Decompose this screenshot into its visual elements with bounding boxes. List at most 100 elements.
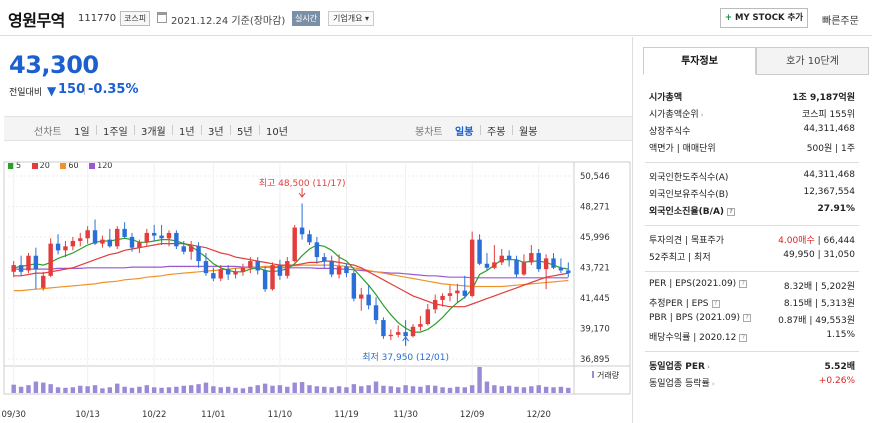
help-icon[interactable]: ? <box>743 313 752 322</box>
foreign-limit-row: 외국인한도주식수(A) 44,311,468 <box>649 170 855 186</box>
candle-monthly[interactable]: 월봉 <box>519 127 538 138</box>
candle-body <box>462 290 467 296</box>
rank-value: 코스피 155위 <box>801 110 855 120</box>
volume-bar <box>122 386 127 393</box>
volume-bar <box>366 385 371 393</box>
candle-body <box>322 257 327 262</box>
candle-chart-label: 봉차트 <box>415 127 443 138</box>
volume-bar <box>432 385 438 393</box>
candle-body <box>225 269 231 275</box>
foreign-ratio-row: 외국인소진율(B/A)? 27.91% <box>649 204 855 220</box>
foreign-limit-value: 44,311,468 <box>803 170 855 180</box>
realtime-button[interactable]: 실시간 <box>292 11 321 26</box>
volume-bar <box>322 386 327 393</box>
volume-bar <box>418 386 423 393</box>
candle-body <box>137 242 142 248</box>
volume-bar <box>211 386 216 393</box>
volume-bar <box>11 384 16 393</box>
volume-bar <box>100 388 105 393</box>
x-tick-label: 12/20 <box>526 410 551 420</box>
volume-bar <box>499 386 504 393</box>
ma120-label: 120 <box>97 161 113 170</box>
volume-bar <box>484 381 490 393</box>
period-10y[interactable]: 10년 <box>266 127 288 138</box>
period-5y[interactable]: 5년 <box>237 127 253 138</box>
foreign-limit-label: 외국인한도주식수(A) <box>649 173 729 183</box>
ma60-label: 60 <box>68 161 79 170</box>
period-1y[interactable]: 1년 <box>179 127 195 138</box>
help-icon[interactable]: ? <box>739 333 748 342</box>
candle-body <box>314 242 320 258</box>
stock-name: 영원무역 <box>8 11 65 30</box>
volume-bar <box>85 386 90 393</box>
listed-shares-row: 상장주식수 44,311,468 <box>649 124 855 140</box>
candle-body <box>11 265 16 272</box>
period-3y[interactable]: 3년 <box>208 127 224 138</box>
volume-bar <box>78 385 83 393</box>
sector-per-row[interactable]: 동일업종 PER › 5.52배 <box>649 359 855 375</box>
add-my-stock-button[interactable]: + MY STOCK 추가 <box>720 8 808 28</box>
week52-row: 52주최고 | 최저 49,950 | 31,050 <box>649 250 855 266</box>
section-divider <box>645 162 859 163</box>
tab-investment-info[interactable]: 투자정보 <box>643 47 756 75</box>
candle-body <box>558 267 564 271</box>
help-icon[interactable]: ? <box>739 279 748 288</box>
company-info-dropdown[interactable]: 기업개요 ▾ <box>328 11 374 26</box>
help-icon[interactable]: ? <box>711 299 720 308</box>
market-cap-row: 시가총액 1조 9,187억원 <box>649 90 855 106</box>
sector-per-label: 동일업종 PER <box>649 362 705 372</box>
x-tick-label: 12/09 <box>460 410 485 420</box>
candle-body <box>78 238 83 241</box>
volume-bar <box>48 384 53 393</box>
candle-body <box>388 334 394 337</box>
price-summary: 43,300 전일대비 ▼ 150 -0.35% <box>0 37 630 112</box>
period-divider <box>172 125 173 135</box>
period-1d[interactable]: 1일 <box>74 127 90 138</box>
candle-body <box>270 265 275 290</box>
candle-body <box>92 230 98 244</box>
y-tick-label: 36,895 <box>580 355 610 365</box>
market-cap-rank-row[interactable]: 시가총액순위 › 코스피 155위 <box>649 107 855 123</box>
candle-body <box>344 266 349 274</box>
volume-bar <box>262 383 268 393</box>
volume-bar <box>529 386 534 393</box>
volume-bar <box>240 388 246 393</box>
y-tick-label: 48,271 <box>580 202 610 212</box>
candle-body <box>285 261 290 276</box>
sector-rate-row[interactable]: 동일업종 등락률 › +0.26% <box>649 376 855 392</box>
investment-opinion-row: 투자의견 | 목표주가 4.00매수 | 66,444 <box>649 233 855 249</box>
volume-bar <box>218 387 223 393</box>
candle-daily[interactable]: 일봉 <box>455 127 474 138</box>
volume-bar <box>551 387 556 393</box>
candle-body <box>536 253 541 270</box>
week52-label: 52주최고 | 최저 <box>649 253 711 263</box>
period-divider <box>480 125 481 135</box>
section-divider <box>645 351 859 352</box>
market-cap-value: 1조 9,187억원 <box>792 93 855 103</box>
tab-order-book[interactable]: 호가 10단계 <box>756 47 869 75</box>
volume-bar <box>329 387 334 393</box>
volume-bar <box>115 383 120 393</box>
candle-body <box>233 271 238 275</box>
candle-body <box>277 265 283 276</box>
volume-bar <box>18 386 24 393</box>
est-per-label: 추정PER | EPS <box>649 299 709 309</box>
candle-body <box>240 267 246 272</box>
change-divider <box>84 83 85 95</box>
volume-bar <box>396 387 401 393</box>
help-icon[interactable]: ? <box>727 207 736 216</box>
volume-label: 거래량 <box>597 370 620 380</box>
moving-average-legend: 5 20 60 120 <box>8 161 120 170</box>
candle-weekly[interactable]: 주봉 <box>487 127 506 138</box>
period-1w[interactable]: 1주일 <box>103 127 128 138</box>
volume-bar <box>188 385 194 393</box>
high-annotation: 최고 48,500 (11/17) <box>259 178 346 189</box>
quick-order-link[interactable]: 빠른주문 <box>822 16 859 27</box>
candle-body <box>440 295 445 300</box>
price-chart[interactable]: 50,546 48,271 45,996 43,721 41,445 39,170 36,8… <box>0 160 632 423</box>
volume-bar <box>285 386 290 393</box>
stock-code: 111770 <box>78 13 117 24</box>
period-3m[interactable]: 3개월 <box>141 127 166 138</box>
y-tick-label: 45,996 <box>580 233 610 243</box>
candle-body <box>403 332 408 337</box>
